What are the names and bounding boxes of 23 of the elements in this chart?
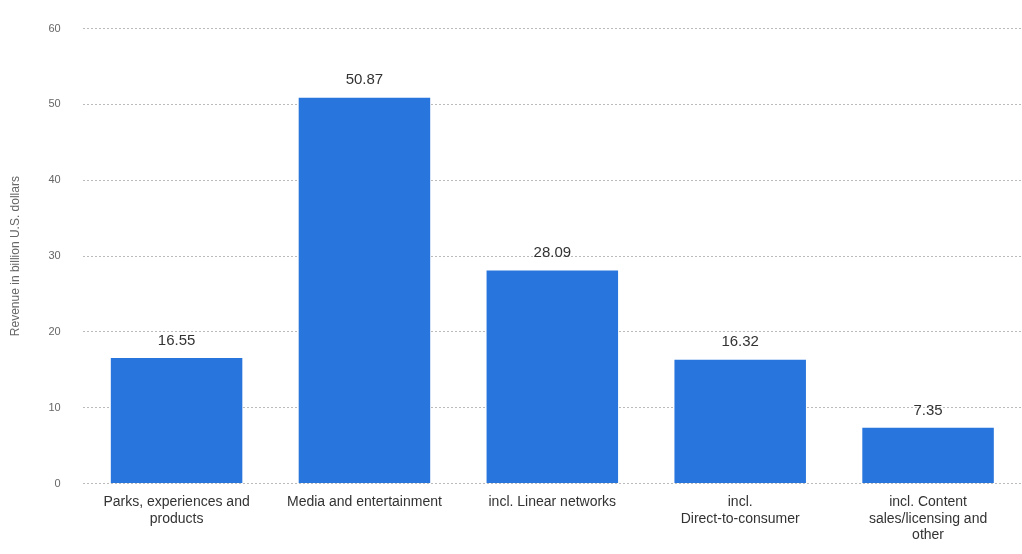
y-tick-label: 40 [48,173,61,186]
bar [486,270,619,484]
y-tick-label: 60 [48,21,61,34]
x-tick-label: Media and entertainment [287,492,442,509]
bar [110,358,243,484]
x-tick-label: Parks, experiences and products [103,492,250,526]
y-tick-label: 20 [48,324,61,337]
bar [298,97,431,484]
y-tick-label: 30 [48,249,61,262]
y-tick-label: 10 [48,400,61,413]
data-label: 50.87 [345,70,384,88]
x-tick-label: incl. Linear networks [488,492,617,509]
bar [862,427,994,484]
x-tick-label: incl. Content sales/licensing and other [868,492,988,543]
data-label: 16.55 [157,330,196,348]
bar [674,359,806,484]
data-label: 7.35 [913,400,943,418]
y-tick-label: 50 [48,97,61,110]
y-axis-title: Revenue in billion U.S. dollars [7,176,22,337]
y-tick-label: 0 [54,476,61,489]
x-tick-label: incl. Direct-to-consumer [680,492,801,526]
data-label: 16.32 [721,332,759,350]
data-label: 28.09 [533,243,572,261]
